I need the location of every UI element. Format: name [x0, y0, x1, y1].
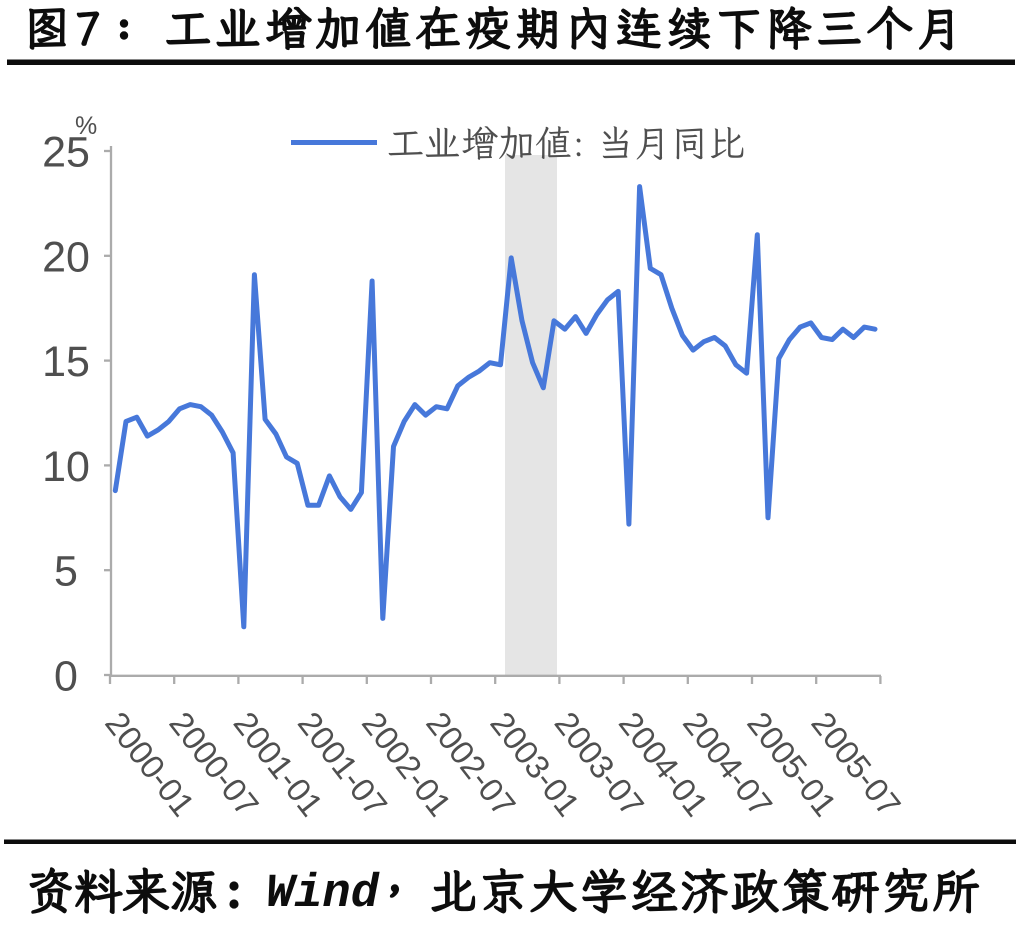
- svg-text:15: 15: [42, 338, 90, 386]
- svg-text:Wind: Wind: [266, 868, 381, 921]
- svg-text:25: 25: [42, 129, 90, 177]
- svg-text:0: 0: [54, 653, 78, 701]
- svg-text:20: 20: [42, 233, 90, 281]
- svg-text:10: 10: [42, 443, 90, 491]
- svg-text:%: %: [75, 112, 97, 140]
- svg-text:5: 5: [54, 548, 78, 596]
